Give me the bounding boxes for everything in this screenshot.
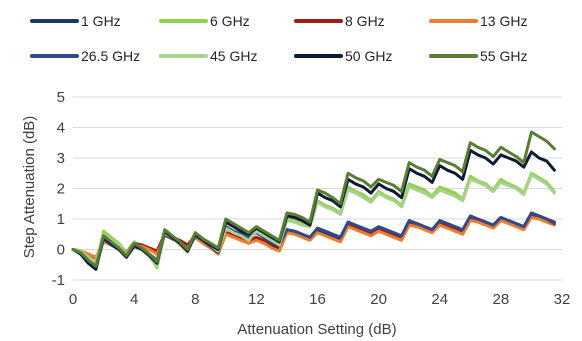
legend-label: 45 GHz [210, 48, 257, 64]
legend-label: 26.5 GHz [81, 48, 140, 64]
x-tick-label: 16 [309, 291, 326, 308]
legend-item: 13 GHz [429, 13, 527, 29]
legend-label: 1 GHz [81, 13, 121, 29]
x-tick-label: 28 [493, 291, 510, 308]
legend-label: 55 GHz [480, 48, 527, 64]
legend-label: 50 GHz [345, 48, 392, 64]
legend-item: 26.5 GHz [30, 48, 140, 64]
legend-item: 50 GHz [294, 48, 392, 64]
x-tick-label: 20 [370, 291, 387, 308]
y-tick-label: 3 [57, 150, 65, 167]
x-tick-label: 0 [69, 291, 77, 308]
y-tick-label: 1 [57, 211, 65, 228]
y-tick-label: 0 [57, 242, 65, 259]
x-tick-label: 8 [191, 291, 199, 308]
series-line-5 [71, 211, 556, 270]
legend-label: 6 GHz [210, 13, 250, 29]
series-line-4 [71, 215, 556, 259]
x-tick-label: 32 [554, 291, 571, 308]
legend-item: 45 GHz [159, 48, 257, 64]
legend-item: 8 GHz [294, 13, 385, 29]
y-tick-labels: -1 0 1 2 3 4 5 [52, 89, 65, 289]
x-tick-label: 12 [248, 291, 265, 308]
y-tick-label: 4 [57, 120, 65, 137]
y-axis-title: Step Attenuation (dB) [21, 116, 38, 259]
x-tick-labels: 0 4 8 12 16 20 24 28 32 [69, 291, 571, 308]
x-tick-label: 4 [130, 291, 138, 308]
x-axis-title: Attenuation Setting (dB) [237, 321, 396, 338]
legend-item: 1 GHz [30, 13, 121, 29]
x-tick-label: 24 [431, 291, 448, 308]
series-lines [71, 130, 556, 271]
legend-label: 13 GHz [480, 13, 527, 29]
gridlines [73, 96, 562, 281]
y-tick-label: -1 [52, 272, 65, 289]
legend-item: 6 GHz [159, 13, 250, 29]
y-tick-label: 2 [57, 181, 65, 198]
series-line-8 [71, 130, 556, 268]
legend: 1 GHz 6 GHz 8 GHz 13 GHz 26.5 GHz 45 GHz 50 GH… [30, 13, 527, 64]
legend-label: 8 GHz [345, 13, 385, 29]
y-tick-label: 5 [57, 89, 65, 106]
legend-item: 55 GHz [429, 48, 527, 64]
